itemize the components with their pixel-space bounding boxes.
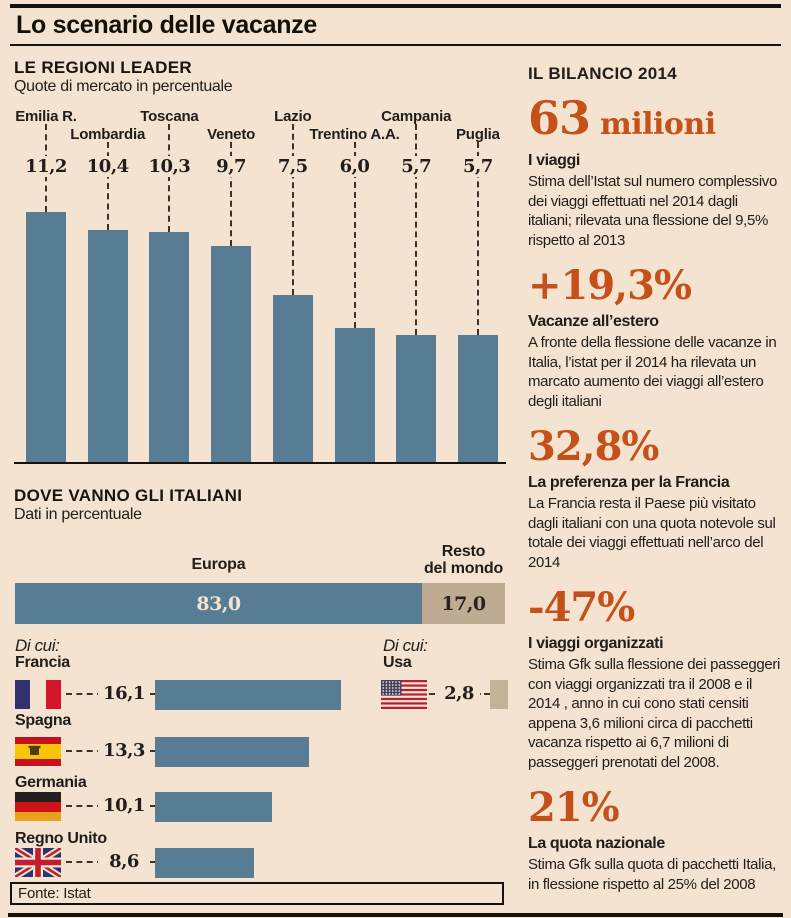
balance-stats: 63 milioni I viaggi Stima dell’Istat sul n… xyxy=(528,95,781,894)
region-value: 10,3 xyxy=(145,156,194,177)
top-rule xyxy=(10,4,781,8)
page-title: Lo scenario delle vacanze xyxy=(16,11,317,39)
stat-value: +19,3% xyxy=(528,262,692,309)
country-bar xyxy=(155,737,309,767)
region-label: Lombardia xyxy=(70,126,146,143)
balance-column: IL BILANCIO 2014 63 milioni I viaggi Stima… xyxy=(528,64,781,894)
stat-block: +19,3% Vacanze all’estero A fronte della f… xyxy=(528,264,781,411)
stat-title: La preferenza per la Francia xyxy=(528,474,730,491)
region-bar xyxy=(396,335,437,462)
title-rule xyxy=(10,44,781,46)
region-label: Lazio xyxy=(274,108,312,125)
region-bar xyxy=(272,295,313,462)
di-cui-left-label: Di cui: xyxy=(15,636,60,655)
uk-flag-icon xyxy=(13,845,63,880)
stat-title: I viaggi organizzati xyxy=(528,635,664,652)
leader-dash-line xyxy=(168,124,171,232)
region-value: 7,5 xyxy=(274,156,311,177)
country-value: 2,8 xyxy=(438,683,480,704)
stacked-bar: 83,0 17,0 xyxy=(15,583,505,624)
country-bar xyxy=(155,792,272,822)
country-bar xyxy=(155,680,341,710)
region-label: Emilia R. xyxy=(15,108,77,125)
stat-text: A fronte della flessione delle vacanze i… xyxy=(528,334,777,410)
region-bar xyxy=(334,328,375,462)
germany-flag-icon xyxy=(15,792,61,821)
country-name: Spagna xyxy=(15,712,71,729)
region-value: 9,7 xyxy=(213,156,250,177)
stat-value: 63 milioni xyxy=(528,95,781,147)
region-value: 11,2 xyxy=(22,156,70,177)
country-value: 16,1 xyxy=(98,683,150,704)
leader-dash-line xyxy=(230,142,233,246)
country-name: Francia xyxy=(15,654,70,671)
region-label: Veneto xyxy=(207,126,256,143)
country-value: 13,3 xyxy=(98,740,150,761)
region-bar xyxy=(457,335,498,462)
region-value: 5,7 xyxy=(398,156,435,177)
stat-block: -47% I viaggi organizzati Stima Gfk sulla … xyxy=(528,586,781,772)
europa-label: Europa xyxy=(191,556,246,573)
stat-value: 32,8% xyxy=(528,423,659,470)
stat-title: Vacanze all’estero xyxy=(528,313,659,330)
region-label: Campania xyxy=(381,108,452,125)
leader-dash-line xyxy=(415,124,418,335)
stat-block: 21% La quota nazionale Stima Gfk sulla quo… xyxy=(528,786,781,894)
spain-flag-icon xyxy=(15,737,61,766)
country-value: 8,6 xyxy=(98,851,150,872)
stat-title: I viaggi xyxy=(528,152,580,169)
stat-text: La Francia resta il Paese più visitato d… xyxy=(528,495,776,571)
source-box: Fonte: Istat xyxy=(10,882,504,905)
region-label: Toscana xyxy=(140,108,199,125)
regions-subheading: Quote di mercato in percentuale xyxy=(14,78,233,95)
france-flag-icon xyxy=(15,680,61,709)
stat-block: 32,8% La preferenza per la Francia La Fran… xyxy=(528,425,781,572)
regions-heading: LE REGIONI LEADER xyxy=(14,58,192,77)
region-label: Trentino A.A. xyxy=(309,126,400,143)
di-cui-right-label: Di cui: xyxy=(383,636,428,655)
stat-block: 63 milioni I viaggi Stima dell’Istat sul n… xyxy=(528,95,781,250)
destinations-heading: DOVE VANNO GLI ITALIANI xyxy=(14,486,243,505)
usa-flag-icon xyxy=(381,680,427,709)
europe-vs-world-stacked-bar: Europa Resto del mondo 83,0 17,0 xyxy=(15,540,505,624)
stat-value-suffix: milioni xyxy=(590,107,716,142)
region-value: 6,0 xyxy=(336,156,373,177)
country-name: Regno Unito xyxy=(15,830,107,847)
region-bar xyxy=(211,246,252,462)
stat-text: Stima Gfk sulla flessione dei passeggeri… xyxy=(528,656,780,771)
europa-segment: 83,0 xyxy=(15,583,422,624)
region-bar xyxy=(26,212,66,462)
region-bar xyxy=(149,232,190,462)
stat-value: 21% xyxy=(528,784,620,831)
stat-text: Stima dell’Istat sul numero complessivo … xyxy=(528,173,777,249)
stat-value: -47% xyxy=(528,584,635,631)
leader-dash-line xyxy=(106,142,109,230)
region-value: 5,7 xyxy=(459,156,496,177)
resto-del-mondo-label: Resto del mondo xyxy=(423,543,504,577)
stat-text: Stima Gfk sulla quota di pacchetti Itali… xyxy=(528,856,776,893)
leader-dash-line xyxy=(291,124,294,295)
region-bar xyxy=(87,230,128,462)
regions-bar-chart: Emilia R. 11,2 Lombardia 10,4 Toscana 10,3 Ven… xyxy=(14,108,506,464)
resto-del-mondo-segment: 17,0 xyxy=(422,583,505,624)
stat-title: La quota nazionale xyxy=(528,835,665,852)
destinations-subheading: Dati in percentuale xyxy=(14,506,142,523)
balance-heading: IL BILANCIO 2014 xyxy=(528,64,678,83)
country-bar xyxy=(155,848,254,878)
country-value: 10,1 xyxy=(98,795,150,816)
stat-value-main: 63 xyxy=(528,91,591,145)
country-bar xyxy=(490,680,508,709)
leader-dash-line xyxy=(353,142,356,328)
region-value: 10,4 xyxy=(83,156,132,177)
country-name: Germania xyxy=(15,774,87,791)
leader-dash-line xyxy=(476,142,479,335)
region-label: Puglia xyxy=(455,126,500,143)
source-text: Fonte: Istat xyxy=(18,885,91,902)
country-name: Usa xyxy=(383,654,412,671)
bottom-rule xyxy=(8,913,783,917)
